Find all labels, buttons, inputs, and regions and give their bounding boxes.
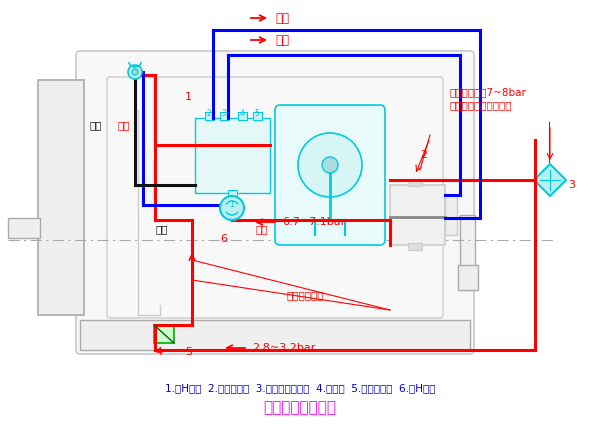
Text: 低档: 低档 xyxy=(275,33,289,47)
Text: 1: 1 xyxy=(185,92,192,102)
Text: 1: 1 xyxy=(230,200,235,209)
Text: 5: 5 xyxy=(254,109,259,118)
Circle shape xyxy=(128,65,142,79)
Text: 6: 6 xyxy=(220,234,227,244)
Text: 4: 4 xyxy=(239,109,244,118)
Bar xyxy=(195,118,270,193)
Text: 5: 5 xyxy=(185,347,192,357)
Text: 6.7~7.1bar: 6.7~7.1bar xyxy=(282,217,345,227)
Text: 压缩空气入口7~8bar: 压缩空气入口7~8bar xyxy=(450,87,527,97)
Polygon shape xyxy=(534,164,566,196)
Bar xyxy=(80,320,470,350)
Text: 变速器气路示意图: 变速器气路示意图 xyxy=(263,401,337,416)
Circle shape xyxy=(322,157,338,173)
Bar xyxy=(445,195,457,235)
Bar xyxy=(408,179,422,186)
Bar xyxy=(390,185,445,245)
Text: 红色: 红色 xyxy=(255,224,268,234)
Bar xyxy=(253,112,262,120)
Bar xyxy=(460,215,475,290)
Text: 黑色: 黑色 xyxy=(155,224,167,234)
Text: 1.双H气阀  2.范围档气缸  3.空气滤清调节器  4.空气阀  5.离合器踏板  6.单H气阀: 1.双H气阀 2.范围档气缸 3.空气滤清调节器 4.空气阀 5.离合器踏板 6… xyxy=(165,383,435,393)
Bar xyxy=(220,112,229,120)
Text: 2.8~3.2bar: 2.8~3.2bar xyxy=(252,343,316,353)
Text: 黑色: 黑色 xyxy=(90,120,103,130)
Bar xyxy=(154,325,174,343)
FancyBboxPatch shape xyxy=(76,51,474,354)
Circle shape xyxy=(132,69,138,75)
Text: 4: 4 xyxy=(155,347,162,357)
Text: 2: 2 xyxy=(420,150,427,160)
Bar xyxy=(205,112,214,120)
Bar xyxy=(228,190,237,198)
Text: 高档: 高档 xyxy=(275,12,289,24)
Bar xyxy=(238,112,247,120)
Bar xyxy=(38,80,84,315)
Text: 2: 2 xyxy=(206,109,211,118)
Bar xyxy=(458,265,478,290)
Text: 由主机厂自备: 由主机厂自备 xyxy=(286,290,324,300)
Text: 红色: 红色 xyxy=(118,120,131,130)
FancyBboxPatch shape xyxy=(275,105,385,245)
Bar xyxy=(408,243,422,250)
Bar xyxy=(8,218,40,238)
Circle shape xyxy=(298,133,362,197)
Text: 3: 3 xyxy=(221,109,226,118)
Circle shape xyxy=(220,196,244,220)
Text: （来自汽车的储气罐）: （来自汽车的储气罐） xyxy=(450,100,512,110)
Text: 3: 3 xyxy=(568,180,575,190)
